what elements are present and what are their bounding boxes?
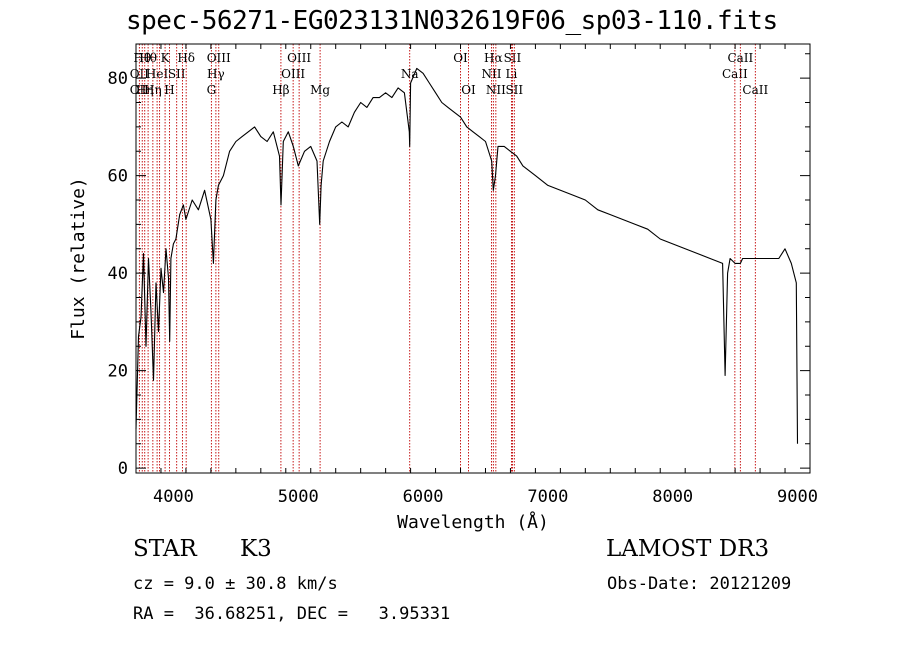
- chart-title: spec-56271-EG023131N032619F06_sp03-110.f…: [126, 6, 778, 36]
- line-label: CaII: [727, 51, 753, 65]
- plot-frame: [135, 43, 811, 474]
- line-label: HeI: [146, 67, 169, 81]
- line-label: G: [207, 83, 217, 97]
- line-label: OI: [453, 51, 468, 65]
- x-tick-label: 5000: [278, 487, 319, 507]
- x-axis-label: Wavelength (Å): [397, 511, 549, 533]
- line-label: Hγ: [207, 67, 225, 81]
- line-label: Mg: [310, 83, 330, 97]
- line-label: OIII: [281, 67, 305, 81]
- line-label: Hα: [484, 51, 503, 65]
- axes-group: 4000 5000 6000 7000 8000 9000 0 20 40 60 80 Wavelen…: [68, 43, 818, 533]
- line-label: Na: [401, 67, 419, 81]
- line-label: Hβ: [272, 83, 289, 97]
- line-label: Hη: [136, 83, 154, 97]
- line-label: OIII: [287, 51, 311, 65]
- object-class: STAR: [133, 536, 197, 562]
- line-label: CaII: [722, 67, 748, 81]
- line-label: K: [161, 51, 171, 65]
- spectrum-group: [135, 67, 799, 444]
- line-label: Hδ: [177, 51, 195, 65]
- x-tick-label: 7000: [527, 487, 568, 507]
- y-tick-label: 60: [108, 167, 128, 187]
- y-tick-label: 40: [108, 264, 128, 284]
- survey-label: LAMOST DR3: [606, 536, 770, 562]
- y-axis-label: Flux (relative): [68, 177, 89, 340]
- spectrum-line: [135, 67, 799, 444]
- line-markers-group: OIIOIIHθHηHθHηHeIKHSIIHδGHγOIIIHβOIIIOII…: [130, 44, 768, 473]
- x-tick-label: 8000: [652, 487, 693, 507]
- line-label: Hη: [144, 83, 162, 97]
- line-label: Li: [506, 67, 518, 81]
- coordinates: RA = 36.68251, DEC = 3.95331: [133, 604, 451, 624]
- line-label: SII: [168, 67, 186, 81]
- line-label: SII: [504, 51, 522, 65]
- y-tick-label: 20: [108, 362, 128, 382]
- obs-date: Obs-Date: 20121209: [607, 574, 792, 594]
- line-label: OI: [461, 83, 476, 97]
- line-label: CaII: [742, 83, 768, 97]
- line-label: NII: [481, 67, 501, 81]
- y-tick-label: 0: [118, 459, 128, 479]
- x-tick-label: 4000: [153, 487, 194, 507]
- line-label: NII: [486, 83, 506, 97]
- object-subclass: K3: [240, 536, 272, 562]
- spectrum-chart: OIIOIIHθHηHθHηHeIKHSIIHδGHγOIIIHβOIIIOII…: [68, 43, 818, 533]
- line-label: SII: [505, 83, 523, 97]
- y-tick-label: 80: [108, 69, 128, 89]
- line-label: H: [164, 83, 174, 97]
- line-label: Hθ: [139, 51, 157, 65]
- x-tick-label: 9000: [777, 487, 818, 507]
- line-label: OIII: [207, 51, 231, 65]
- redshift-line: cz = 9.0 ± 30.8 km/s: [133, 574, 338, 594]
- line-label: Hθ: [133, 51, 151, 65]
- x-tick-label: 6000: [403, 487, 444, 507]
